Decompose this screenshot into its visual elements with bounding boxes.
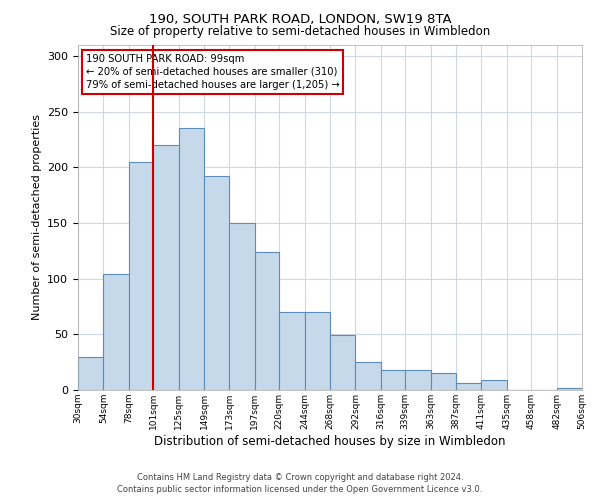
Bar — [381, 370, 405, 390]
Bar — [557, 388, 582, 390]
Bar — [355, 362, 381, 390]
Bar — [330, 336, 355, 390]
Bar — [129, 162, 153, 390]
Bar — [405, 370, 431, 390]
Bar — [153, 145, 179, 390]
Bar — [103, 274, 129, 390]
Bar — [456, 384, 481, 390]
Bar — [431, 374, 456, 390]
Text: 190 SOUTH PARK ROAD: 99sqm
← 20% of semi-detached houses are smaller (310)
79% o: 190 SOUTH PARK ROAD: 99sqm ← 20% of semi… — [86, 54, 340, 90]
Bar — [204, 176, 229, 390]
Bar — [305, 312, 330, 390]
Text: 190, SOUTH PARK ROAD, LONDON, SW19 8TA: 190, SOUTH PARK ROAD, LONDON, SW19 8TA — [149, 12, 451, 26]
X-axis label: Distribution of semi-detached houses by size in Wimbledon: Distribution of semi-detached houses by … — [154, 434, 506, 448]
Text: Contains HM Land Registry data © Crown copyright and database right 2024.
Contai: Contains HM Land Registry data © Crown c… — [118, 473, 482, 494]
Bar — [179, 128, 204, 390]
Y-axis label: Number of semi-detached properties: Number of semi-detached properties — [32, 114, 41, 320]
Bar — [229, 223, 255, 390]
Bar — [481, 380, 507, 390]
Text: Size of property relative to semi-detached houses in Wimbledon: Size of property relative to semi-detach… — [110, 25, 490, 38]
Bar — [279, 312, 305, 390]
Bar — [78, 356, 103, 390]
Bar — [255, 252, 279, 390]
